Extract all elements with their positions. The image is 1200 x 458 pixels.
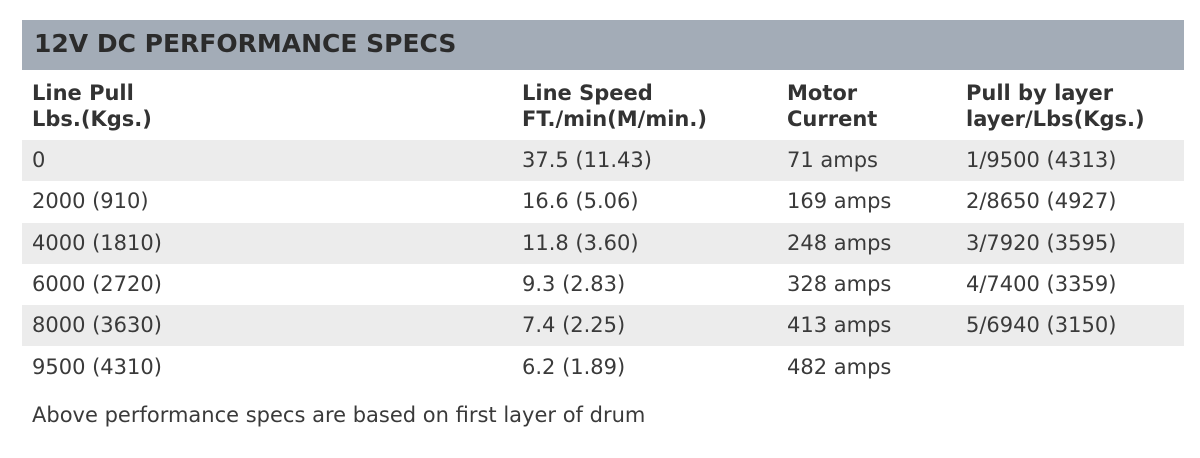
table-cell: 3/7920 (3595) [966, 230, 1117, 255]
table-row: 8000 (3630) 7.4 (2.25) 413 amps 5/6940 (315… [22, 305, 1184, 347]
title-bar: 12V DC PERFORMANCE SPECS [22, 20, 1184, 70]
header-line: layer/Lbs(Kgs.) [966, 107, 1145, 131]
table-row: 0 37.5 (11.43) 71 amps 1/9500 (4313) [22, 140, 1184, 181]
column-header: Line Speed FT./min(M/min.) [522, 80, 707, 132]
table-row: 9500 (4310) 6.2 (1.89) 482 amps [22, 347, 1184, 388]
table-cell: 8000 (3630) [32, 313, 162, 338]
table-cell: 2/8650 (4927) [966, 189, 1117, 214]
title: 12V DC PERFORMANCE SPECS [34, 29, 457, 58]
table-cell: 1/9500 (4313) [966, 148, 1117, 172]
table-row: 4000 (1810) 11.8 (3.60) 248 amps 3/7920 (35… [22, 222, 1184, 264]
column-header: Line Pull Lbs.(Kgs.) [32, 80, 152, 132]
table-cell: 328 amps [787, 271, 892, 296]
table-cell: 169 amps [787, 189, 892, 214]
table-cell: 0 [32, 148, 46, 172]
table-cell: 4/7400 (3359) [966, 271, 1117, 296]
table-cell: 37.5 (11.43) [522, 148, 652, 172]
table-cell: 6000 (2720) [32, 271, 162, 296]
table-cell: 482 amps [787, 354, 892, 379]
table-cell: 248 amps [787, 230, 892, 255]
table-cell: 71 amps [787, 148, 878, 172]
table-cell: 9500 (4310) [32, 354, 162, 379]
header-line: Lbs.(Kgs.) [32, 107, 152, 131]
table-cell: 11.8 (3.60) [522, 230, 639, 255]
table-cell: 5/6940 (3150) [966, 313, 1117, 338]
table-cell: 4000 (1810) [32, 230, 162, 255]
table-row: 2000 (910) 16.6 (5.06) 169 amps 2/8650 (492… [22, 181, 1184, 222]
table-cell: 2000 (910) [32, 189, 149, 214]
header-line: FT./min(M/min.) [522, 107, 707, 131]
header-line: Current [787, 107, 878, 131]
header-line: Line Pull [32, 81, 134, 105]
table-cell: 7.4 (2.25) [522, 313, 626, 338]
header-line: Line Speed [522, 81, 653, 105]
table-cell: 6.2 (1.89) [522, 354, 626, 379]
header-line: Motor [787, 81, 858, 105]
column-header: Pull by layer layer/Lbs(Kgs.) [966, 80, 1145, 132]
table-cell: 413 amps [787, 313, 892, 338]
footnote: Above performance specs are based on fir… [32, 403, 646, 427]
table-row: 6000 (2720) 9.3 (2.83) 328 amps 4/7400 (335… [22, 264, 1184, 305]
header-line: Pull by layer [966, 81, 1114, 105]
column-header: Motor Current [787, 80, 877, 132]
table-cell: 9.3 (2.83) [522, 271, 626, 296]
table-cell: 16.6 (5.06) [522, 189, 639, 214]
